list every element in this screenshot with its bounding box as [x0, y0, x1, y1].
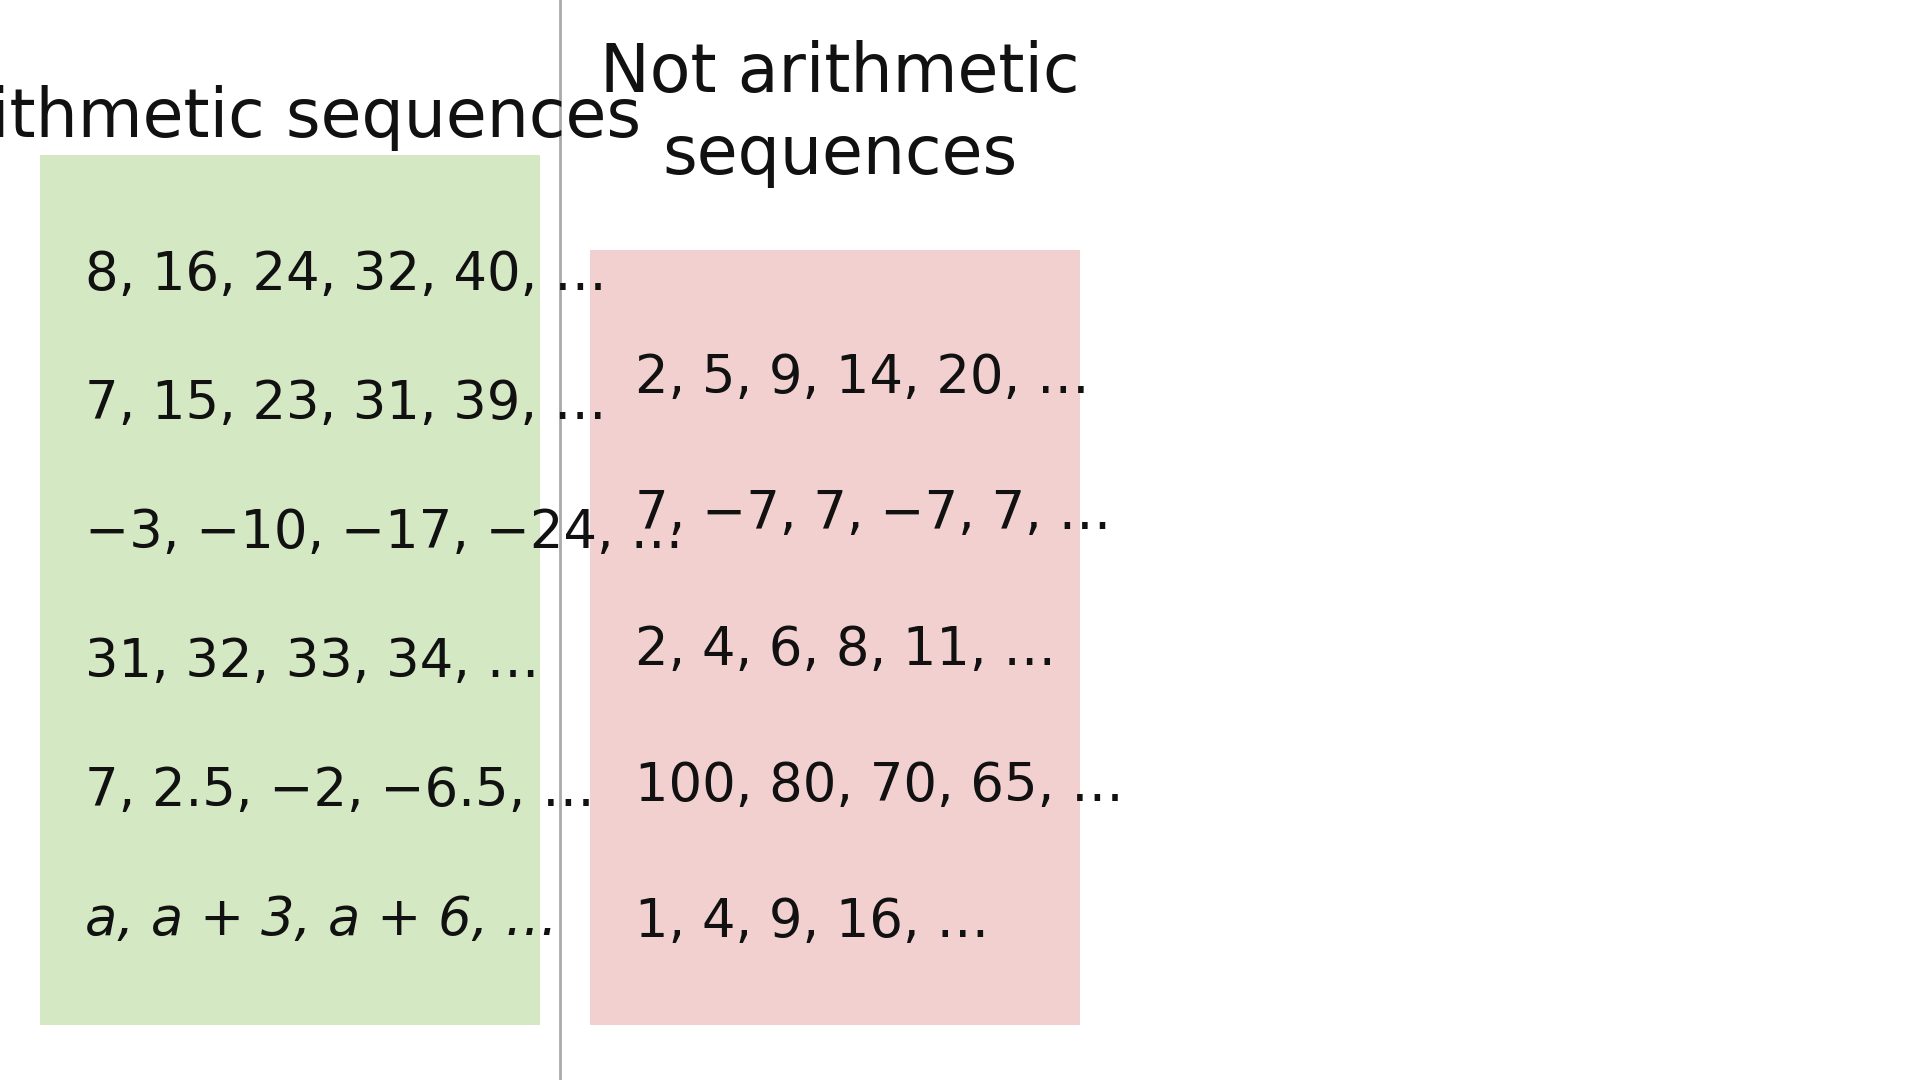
Text: 31, 32, 33, 34, …: 31, 32, 33, 34, …: [84, 636, 540, 688]
Text: −3, −10, −17, −24, …: −3, −10, −17, −24, …: [84, 507, 684, 559]
Text: 8, 16, 24, 32, 40, …: 8, 16, 24, 32, 40, …: [84, 248, 607, 300]
Text: 1, 4, 9, 16, …: 1, 4, 9, 16, …: [636, 896, 989, 948]
Text: Not arithmetic
sequences: Not arithmetic sequences: [601, 40, 1079, 188]
Text: 100, 80, 70, 65, …: 100, 80, 70, 65, …: [636, 760, 1123, 812]
Text: 7, −7, 7, −7, 7, …: 7, −7, 7, −7, 7, …: [636, 488, 1112, 540]
Text: 2, 5, 9, 14, 20, …: 2, 5, 9, 14, 20, …: [636, 352, 1091, 404]
Text: a, a + 3, a + 6, …: a, a + 3, a + 6, …: [84, 894, 559, 946]
Text: Arithmetic sequences: Arithmetic sequences: [0, 85, 641, 151]
Text: 7, 2.5, −2, −6.5, …: 7, 2.5, −2, −6.5, …: [84, 766, 595, 818]
Text: 2, 4, 6, 8, 11, …: 2, 4, 6, 8, 11, …: [636, 624, 1056, 676]
FancyBboxPatch shape: [40, 156, 540, 1025]
FancyBboxPatch shape: [589, 249, 1079, 1025]
Text: 7, 15, 23, 31, 39, …: 7, 15, 23, 31, 39, …: [84, 378, 607, 430]
